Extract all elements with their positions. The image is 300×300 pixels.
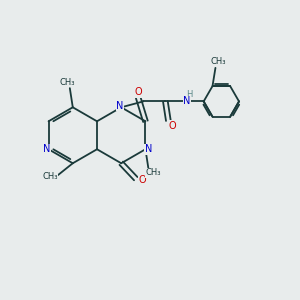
Text: CH₃: CH₃ [59, 78, 75, 87]
Text: N: N [145, 144, 152, 154]
Text: N: N [183, 96, 190, 106]
Text: N: N [116, 101, 123, 111]
Text: CH₃: CH₃ [42, 172, 58, 181]
Text: CH₃: CH₃ [145, 168, 160, 177]
Text: O: O [138, 175, 146, 185]
Text: H: H [186, 90, 192, 99]
Text: O: O [169, 121, 177, 131]
Text: N: N [44, 144, 51, 154]
Text: CH₃: CH₃ [211, 58, 226, 67]
Text: O: O [134, 87, 142, 97]
